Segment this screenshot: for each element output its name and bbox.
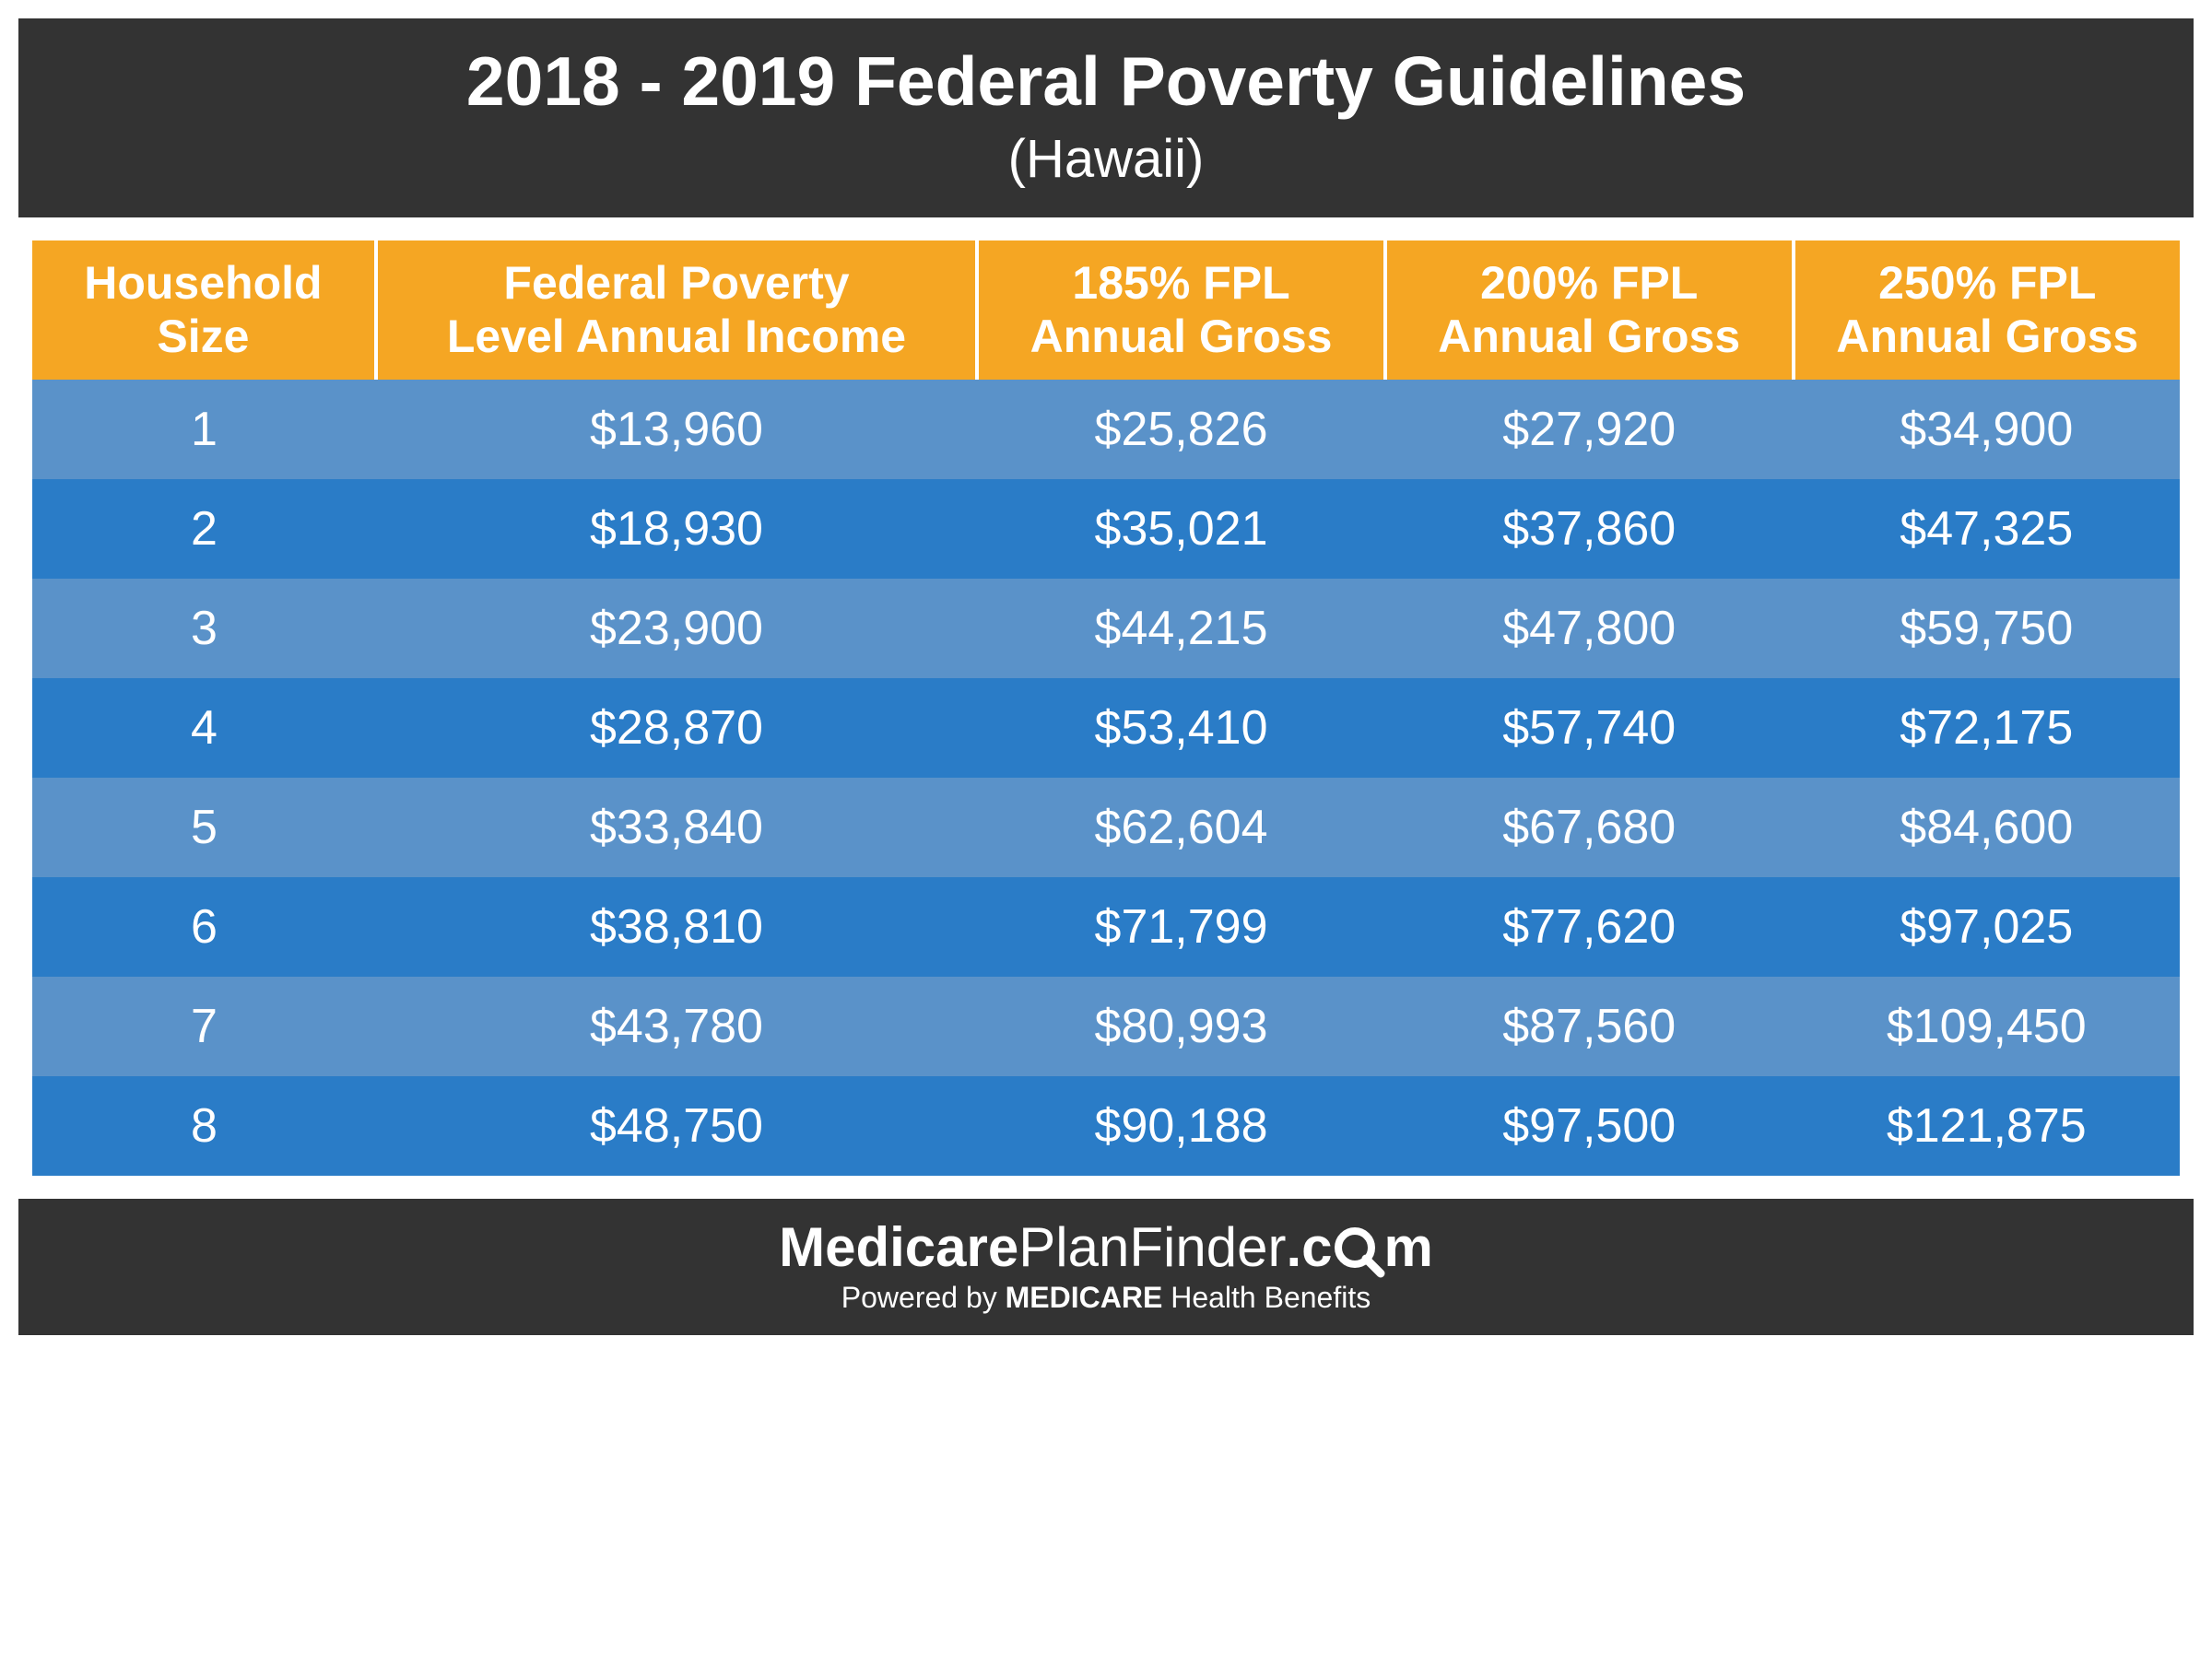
table-row: 1$13,960$25,826$27,920$34,900 xyxy=(32,380,2180,479)
footer: MedicarePlanFinder.c m Powered by MEDICAR… xyxy=(18,1199,2194,1335)
table-cell: $90,188 xyxy=(977,1076,1385,1176)
fpl-table: HouseholdSize Federal PovertyLevel Annua… xyxy=(32,240,2180,1176)
table-cell: $34,900 xyxy=(1794,380,2180,479)
table-body: 1$13,960$25,826$27,920$34,9002$18,930$35… xyxy=(32,380,2180,1176)
table-cell: $25,826 xyxy=(977,380,1385,479)
table-cell: $77,620 xyxy=(1385,877,1794,977)
table-row: 4$28,870$53,410$57,740$72,175 xyxy=(32,678,2180,778)
page-subtitle: (Hawaii) xyxy=(18,128,2194,190)
title-header: 2018 - 2019 Federal Poverty Guidelines (… xyxy=(18,18,2194,217)
table-cell: 1 xyxy=(32,380,376,479)
table-cell: $67,680 xyxy=(1385,778,1794,877)
table-cell: $18,930 xyxy=(376,479,977,579)
col-header-fpl: Federal PovertyLevel Annual Income xyxy=(376,240,977,380)
brand-part-plan: Plan xyxy=(1018,1215,1129,1279)
table-cell: $80,993 xyxy=(977,977,1385,1076)
table-cell: $53,410 xyxy=(977,678,1385,778)
table-cell: 7 xyxy=(32,977,376,1076)
table-cell: $37,860 xyxy=(1385,479,1794,579)
brand-part-m: m xyxy=(1384,1215,1433,1279)
table-cell: $43,780 xyxy=(376,977,977,1076)
table-cell: $72,175 xyxy=(1794,678,2180,778)
table-cell: $13,960 xyxy=(376,380,977,479)
table-row: 7$43,780$80,993$87,560$109,450 xyxy=(32,977,2180,1076)
table-row: 2$18,930$35,021$37,860$47,325 xyxy=(32,479,2180,579)
table-cell: $27,920 xyxy=(1385,380,1794,479)
table-row: 8$48,750$90,188$97,500$121,875 xyxy=(32,1076,2180,1176)
footer-tagline: Powered by MEDICARE Health Benefits xyxy=(18,1281,2194,1315)
table-cell: $97,025 xyxy=(1794,877,2180,977)
table-cell: 6 xyxy=(32,877,376,977)
table-cell: $121,875 xyxy=(1794,1076,2180,1176)
brand-part-dot-c: .c xyxy=(1286,1215,1332,1279)
table-row: 5$33,840$62,604$67,680$84,600 xyxy=(32,778,2180,877)
table-cell: $48,750 xyxy=(376,1076,977,1176)
table-cell: $84,600 xyxy=(1794,778,2180,877)
table-cell: 3 xyxy=(32,579,376,678)
table-cell: $44,215 xyxy=(977,579,1385,678)
table-header-row: HouseholdSize Federal PovertyLevel Annua… xyxy=(32,240,2180,380)
brand-part-finder: Finder xyxy=(1129,1215,1286,1279)
table-cell: $33,840 xyxy=(376,778,977,877)
table-cell: $62,604 xyxy=(977,778,1385,877)
table-cell: $35,021 xyxy=(977,479,1385,579)
table-cell: $38,810 xyxy=(376,877,977,977)
table-cell: 8 xyxy=(32,1076,376,1176)
table-cell: $71,799 xyxy=(977,877,1385,977)
table-cell: $28,870 xyxy=(376,678,977,778)
table-cell: $97,500 xyxy=(1385,1076,1794,1176)
table-row: 3$23,900$44,215$47,800$59,750 xyxy=(32,579,2180,678)
table-cell: 5 xyxy=(32,778,376,877)
table-cell: $57,740 xyxy=(1385,678,1794,778)
col-header-200: 200% FPLAnnual Gross xyxy=(1385,240,1794,380)
col-header-household: HouseholdSize xyxy=(32,240,376,380)
table-row: 6$38,810$71,799$77,620$97,025 xyxy=(32,877,2180,977)
footer-brand: MedicarePlanFinder.c m xyxy=(779,1215,1433,1279)
brand-part-medicare: Medicare xyxy=(779,1215,1018,1279)
table-cell: $47,325 xyxy=(1794,479,2180,579)
table-container: HouseholdSize Federal PovertyLevel Annua… xyxy=(32,240,2180,1176)
table-cell: $59,750 xyxy=(1794,579,2180,678)
table-cell: 4 xyxy=(32,678,376,778)
table-cell: 2 xyxy=(32,479,376,579)
table-cell: $87,560 xyxy=(1385,977,1794,1076)
table-cell: $23,900 xyxy=(376,579,977,678)
col-header-250: 250% FPLAnnual Gross xyxy=(1794,240,2180,380)
table-cell: $47,800 xyxy=(1385,579,1794,678)
magnifier-icon xyxy=(1333,1215,1384,1279)
table-cell: $109,450 xyxy=(1794,977,2180,1076)
col-header-185: 185% FPLAnnual Gross xyxy=(977,240,1385,380)
page-title: 2018 - 2019 Federal Poverty Guidelines xyxy=(18,41,2194,121)
